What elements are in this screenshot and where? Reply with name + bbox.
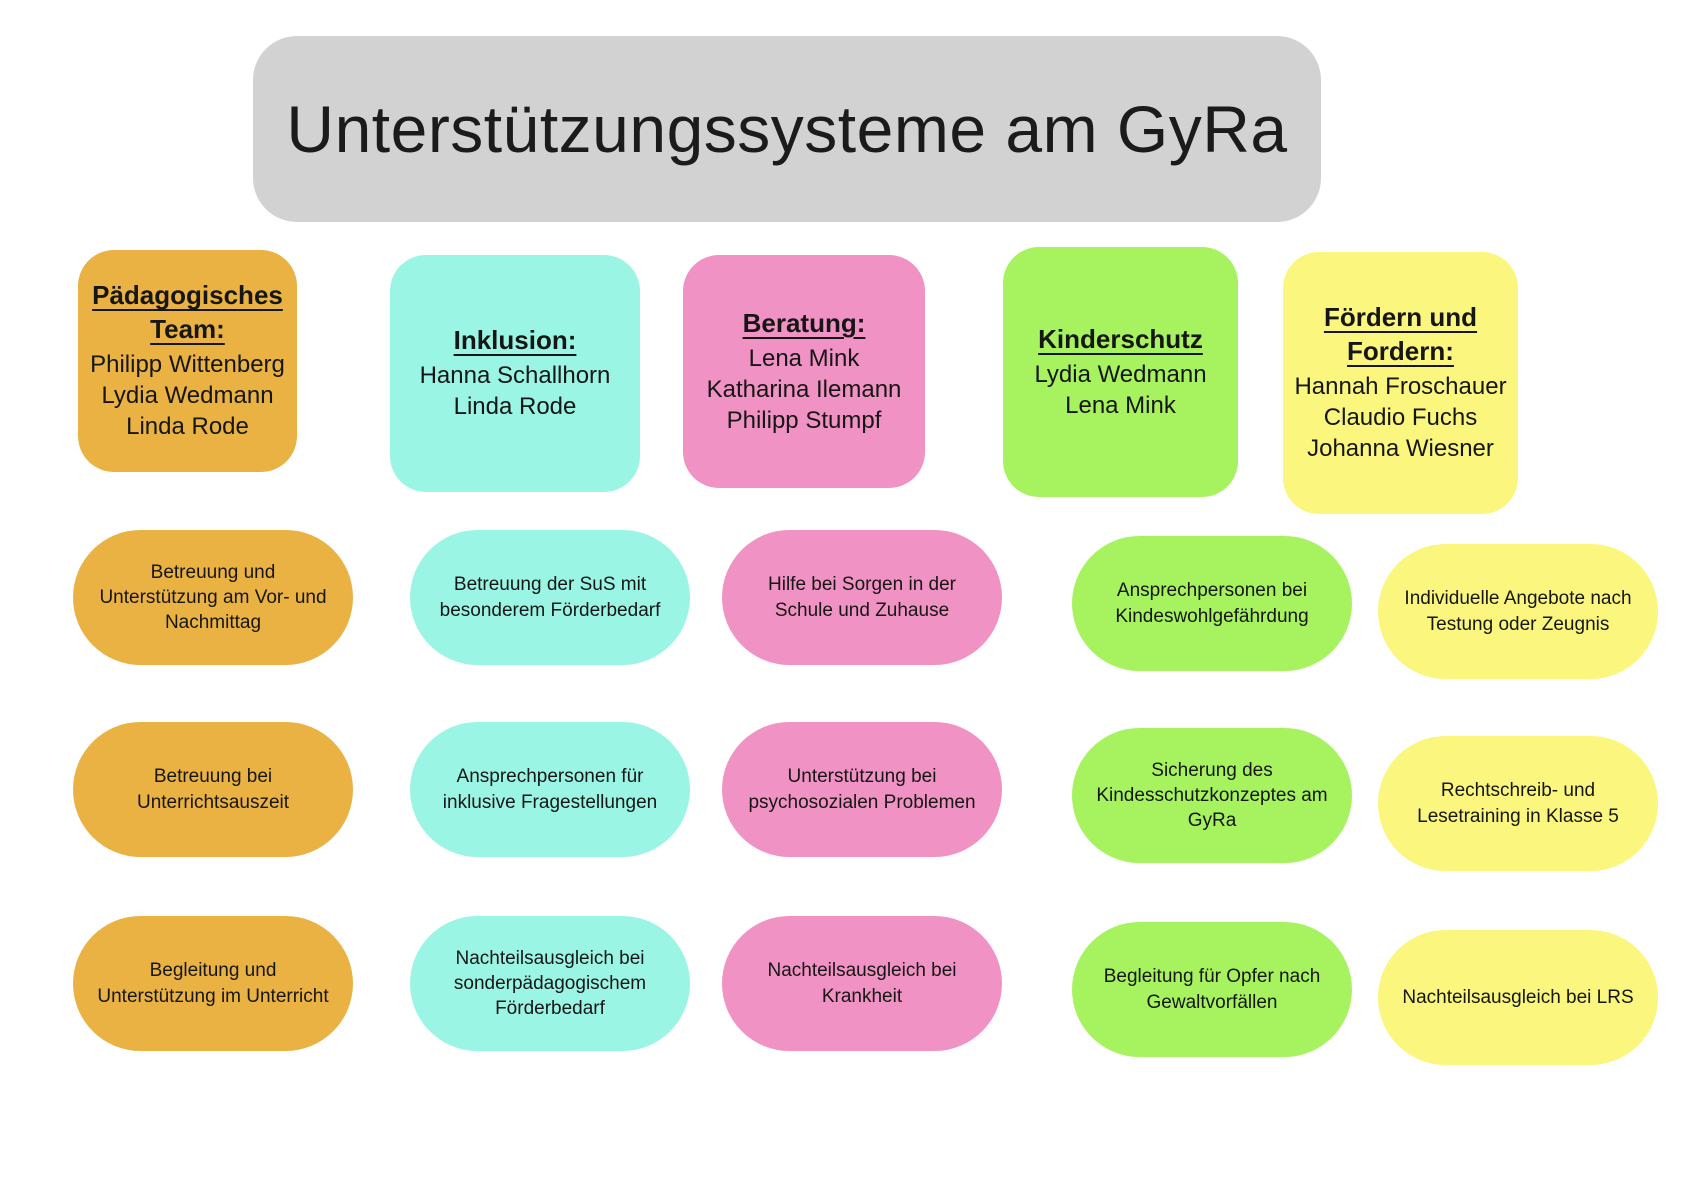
support-pill-text: Nachteilsausgleich bei Krankheit [767, 960, 957, 1007]
column-header-box: Beratung: Lena Mink Katharina Ilemann Phil… [683, 255, 925, 488]
support-pill: Begleitung und Unterstützung im Unterric… [73, 916, 353, 1051]
support-pill: Betreuung der SuS mit besonderem Förderb… [410, 530, 690, 665]
support-pill-text: Betreuung bei Unterrichtsauszeit [136, 766, 290, 813]
column-heading: Pädagogisches Team: [92, 280, 283, 345]
column-members: Hannah Froschauer Claudio Fuchs Johanna Wi… [1294, 371, 1506, 465]
member-name: Hannah Froschauer [1294, 373, 1507, 401]
member-name: Claudio Fuchs [1323, 404, 1478, 432]
support-pill: Nachteilsausgleich bei LRS [1378, 930, 1658, 1065]
support-pill: Individuelle Angebote nach Testung oder … [1378, 544, 1658, 679]
support-pill-text: Unterstützung bei psychosozialen Problem… [748, 766, 976, 813]
column-heading: Inklusion: [453, 325, 577, 356]
support-pill-text: Nachteilsausgleich bei sonderpädagogisch… [453, 947, 647, 1020]
member-name: Philipp Wittenberg [90, 351, 285, 379]
support-pill-text: Individuelle Angebote nach Testung oder … [1404, 588, 1632, 635]
support-pill: Ansprechpersonen bei Kindeswohlgefährdun… [1072, 536, 1352, 671]
support-pill: Betreuung bei Unterrichtsauszeit [73, 722, 353, 857]
support-pill-text: Ansprechpersonen bei Kindeswohlgefährdun… [1115, 580, 1309, 627]
member-name: Lydia Wedmann [101, 382, 274, 410]
support-pill: Betreuung und Unterstützung am Vor- und … [73, 530, 353, 665]
member-name: Linda Rode [453, 393, 577, 421]
column-header-box: Kinderschutz Lydia Wedmann Lena Mink [1003, 247, 1238, 497]
column-heading: Beratung: [742, 307, 866, 338]
support-pill-text: Begleitung für Opfer nach Gewaltvorfälle… [1103, 966, 1321, 1013]
member-name: Lydia Wedmann [1034, 360, 1207, 388]
column-members: Hanna Schallhorn Linda Rode [420, 360, 611, 422]
support-pill-text: Sicherung des Kindesschutzkonzeptes am G… [1096, 759, 1328, 832]
support-pill-text: Betreuung und Unterstützung am Vor- und … [99, 561, 327, 634]
column-members: Philipp Wittenberg Lydia Wedmann Linda Rod… [90, 349, 285, 443]
support-pill: Sicherung des Kindesschutzkonzeptes am G… [1072, 728, 1352, 863]
member-name: Katharina Ilemann [706, 375, 902, 403]
support-pill-text: Rechtschreib- und Lesetraining in Klasse… [1417, 780, 1619, 827]
support-pill-text: Begleitung und Unterstützung im Unterric… [97, 960, 329, 1007]
member-name: Johanna Wiesner [1307, 435, 1494, 463]
member-name: Linda Rode [126, 413, 249, 441]
member-name: Philipp Stumpf [726, 406, 882, 434]
support-pill: Begleitung für Opfer nach Gewaltvorfälle… [1072, 922, 1352, 1057]
support-pill-text: Nachteilsausgleich bei LRS [1402, 986, 1634, 1008]
column-members: Lydia Wedmann Lena Mink [1034, 359, 1206, 421]
support-pill: Rechtschreib- und Lesetraining in Klasse… [1378, 736, 1658, 871]
support-pill: Nachteilsausgleich bei sonderpädagogisch… [410, 916, 690, 1051]
column-header-box: Fördern und Fordern: Hannah Froschauer Cl… [1283, 252, 1518, 514]
column-heading: Kinderschutz [1038, 323, 1203, 354]
title-box: Unterstützungssysteme am GyRa [253, 36, 1321, 222]
column-members: Lena Mink Katharina Ilemann Philipp Stumpf [707, 343, 902, 437]
support-pill-text: Hilfe bei Sorgen in der Schule und Zuhau… [768, 574, 956, 621]
column-heading: Fördern und Fordern: [1323, 302, 1478, 367]
member-name: Lena Mink [748, 344, 860, 372]
support-pill-text: Ansprechpersonen für inklusive Fragestel… [442, 766, 658, 813]
column-header-box: Pädagogisches Team: Philipp Wittenberg Ly… [78, 250, 297, 472]
support-pill-text: Betreuung der SuS mit besonderem Förderb… [439, 574, 661, 621]
support-pill: Ansprechpersonen für inklusive Fragestel… [410, 722, 690, 857]
column-header-box: Inklusion: Hanna Schallhorn Linda Rode [390, 255, 640, 492]
support-pill: Nachteilsausgleich bei Krankheit [722, 916, 1002, 1051]
diagram-title: Unterstützungssysteme am GyRa [286, 92, 1288, 166]
support-pill: Unterstützung bei psychosozialen Problem… [722, 722, 1002, 857]
member-name: Hanna Schallhorn [419, 362, 611, 390]
member-name: Lena Mink [1065, 391, 1176, 419]
support-pill: Hilfe bei Sorgen in der Schule und Zuhau… [722, 530, 1002, 665]
